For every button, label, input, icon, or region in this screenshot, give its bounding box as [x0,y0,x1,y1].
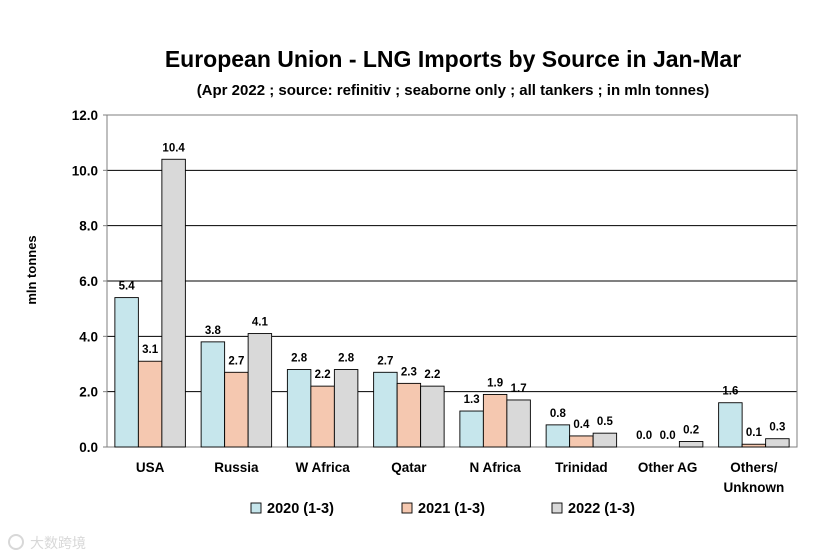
bar-2022-1-3- [506,399,531,448]
data-label: 0.4 [573,419,590,431]
y-axis-label: mln tonnes [24,235,39,304]
bar-2020-1-3- [718,402,743,448]
x-axis-categories: USA Russia W Africa Qatar N Africa Trinidad Ot… [136,460,784,495]
data-label: 0.0 [636,430,652,442]
legend-label: 2020 (1-3) [267,501,334,517]
data-label: 0.2 [683,424,699,436]
x-category-label: USA [136,460,165,475]
data-label: 3.8 [205,325,222,337]
data-label: 1.9 [487,377,503,389]
bar-2021-1-3- [396,382,422,448]
data-label: 2.8 [338,353,355,365]
y-tick-label: 12.0 [72,108,98,123]
data-label: 2.7 [377,355,393,367]
data-label: 1.6 [722,386,738,398]
data-label: 0.0 [660,430,676,442]
bar-2021-1-3- [137,360,163,448]
data-label: 10.4 [162,142,185,154]
x-category-label: Qatar [391,460,427,475]
chart-subtitle: (Apr 2022 ; source: refinitiv ; seaborne… [197,82,710,99]
legend-swatch [551,502,563,514]
data-label: 2.7 [228,355,244,367]
bar-2021-1-3- [569,435,594,448]
data-label: 0.3 [769,422,785,434]
bar-2020-1-3- [286,369,312,448]
watermark: 大数跨境 [8,534,86,551]
legend-swatch [401,502,413,514]
bar-2021-1-3- [310,385,335,448]
data-label: 3.1 [142,344,159,356]
y-axis-ticks: 0.0 2.0 4.0 6.0 8.0 10.0 12.0 [72,108,107,455]
bar-2020-1-3- [373,371,398,448]
data-label: 1.7 [511,383,527,395]
data-label: 0.5 [597,416,614,428]
data-labels: 5.4 3.1 10.4 3.8 2.7 4.1 2.8 2.2 2.8 2.7 2.3 2.2 1.3… [119,142,786,442]
bar-2021-1-3- [482,393,508,448]
data-label: 2.2 [315,369,331,381]
data-label: 2.3 [401,366,417,378]
legend-swatch [250,502,262,514]
bar-2022-1-3- [765,438,790,448]
x-category-label: Trinidad [555,460,608,475]
bar-2022-1-3- [420,385,445,448]
legend-label: 2021 (1-3) [418,501,485,517]
chart-title: European Union - LNG Imports by Source i… [165,46,741,72]
x-category-label: Others/ [730,460,778,475]
data-label: 5.4 [119,281,136,293]
y-tick-label: 0.0 [79,440,98,455]
bar-2022-1-3- [592,432,618,448]
watermark-logo-icon [8,534,24,550]
y-tick-label: 2.0 [79,385,98,400]
watermark-text: 大数跨境 [30,535,86,551]
bar-2020-1-3- [200,341,226,448]
bars [114,158,790,448]
bar-2022-1-3- [333,369,359,448]
x-category-label: W Africa [295,460,350,475]
bar-2021-1-3- [224,371,249,448]
data-label: 1.3 [464,394,480,406]
x-category-label: Russia [214,460,259,475]
bar-2022-1-3- [161,158,186,448]
y-tick-label: 10.0 [72,163,98,178]
bar-2020-1-3- [545,424,571,448]
data-label: 2.2 [424,369,440,381]
x-category-label: Other AG [638,460,698,475]
legend-label: 2022 (1-3) [568,501,635,517]
bar-2021-1-3- [741,443,767,448]
bar-2020-1-3- [114,297,139,448]
bar-2022-1-3- [247,333,273,448]
y-tick-label: 4.0 [79,329,98,344]
data-label: 0.1 [746,427,763,439]
bar-2020-1-3- [459,410,484,448]
y-tick-label: 8.0 [79,219,98,234]
y-tick-label: 6.0 [79,274,98,289]
data-label: 4.1 [252,317,269,329]
bar-2022-1-3- [678,441,704,448]
data-label: 2.8 [291,353,308,365]
legend: 2020 (1-3) 2021 (1-3) 2022 (1-3) [250,501,635,517]
x-category-label: Unknown [724,480,785,495]
x-category-label: N Africa [469,460,521,475]
data-label: 0.8 [550,408,567,420]
